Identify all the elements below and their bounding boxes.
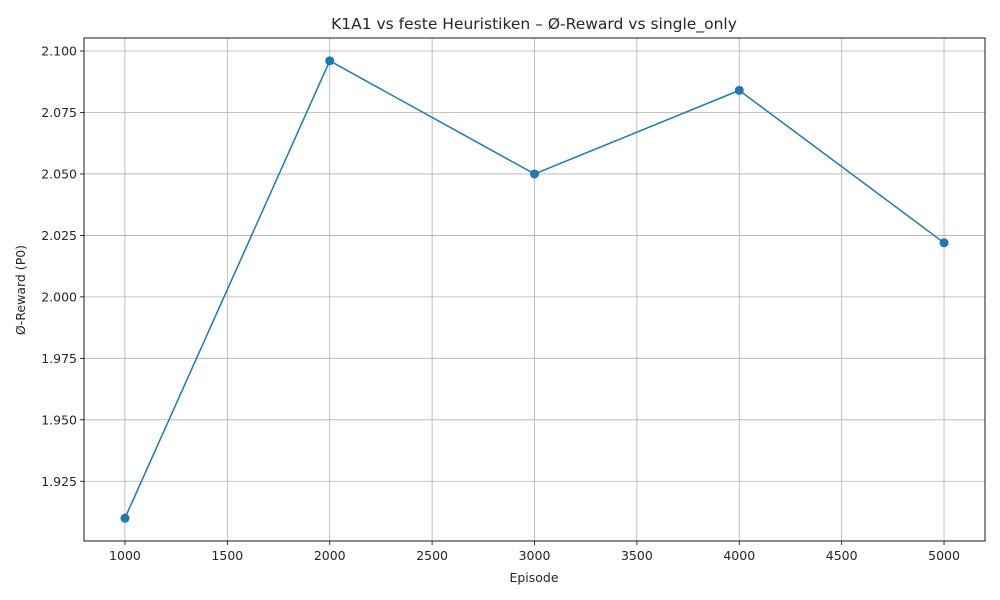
grid [84, 38, 985, 541]
series-layer [120, 56, 949, 523]
x-tick-label: 2500 [416, 548, 448, 563]
x-axis: 1000 1500 2000 2500 3000 3500 4000 4500 5000 [109, 541, 960, 563]
chart-title: K1A1 vs feste Heuristiken – Ø-Reward vs … [331, 15, 737, 34]
x-tick-label: 4000 [723, 548, 755, 563]
data-point [325, 56, 335, 66]
x-tick-label: 3000 [519, 548, 551, 563]
x-tick-label: 4500 [826, 548, 858, 563]
y-tick-label: 2.075 [41, 105, 77, 120]
y-tick-label: 2.025 [41, 228, 77, 243]
y-axis-label: Ø-Reward (P0) [13, 245, 28, 335]
x-tick-label: 2000 [314, 548, 346, 563]
y-tick-label: 2.100 [41, 44, 77, 59]
y-tick-label: 1.950 [41, 412, 77, 427]
data-point [120, 513, 130, 523]
x-axis-label: Episode [509, 570, 558, 585]
y-tick-label: 1.975 [41, 351, 77, 366]
data-point [734, 85, 744, 95]
data-point [530, 169, 539, 179]
y-axis: 1.925 1.950 1.975 2.000 2.025 2.050 2.075 2.100 [41, 44, 84, 489]
x-tick-label: 5000 [928, 548, 960, 563]
y-tick-label: 1.925 [41, 474, 77, 489]
x-tick-label: 1500 [211, 548, 243, 563]
x-tick-label: 3500 [621, 548, 653, 563]
data-point [939, 238, 949, 248]
y-tick-label: 2.000 [41, 289, 77, 304]
y-tick-label: 2.050 [41, 166, 77, 181]
x-tick-label: 1000 [109, 548, 141, 563]
